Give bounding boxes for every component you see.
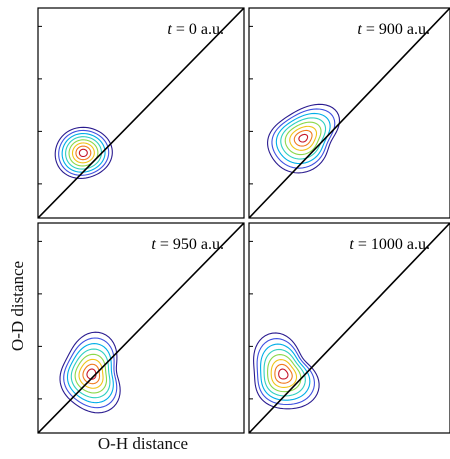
contour-level-8 [298, 133, 309, 143]
panel-2: t = 900 a.u. [248, 7, 450, 219]
diagonal-line [249, 8, 450, 218]
contours [267, 103, 341, 174]
contour-level-4 [263, 348, 306, 397]
time-variable: t [349, 236, 354, 253]
diagonal-line [38, 8, 244, 218]
contours [54, 126, 113, 179]
contour-level-6 [71, 142, 95, 164]
contour-level-5 [267, 354, 302, 393]
contour-level-4 [65, 136, 103, 170]
contour-level-2 [58, 129, 110, 176]
contour-level-8 [278, 368, 289, 380]
contour-level-4 [70, 348, 111, 399]
contour-level-3 [260, 343, 311, 401]
contour-level-2 [271, 108, 336, 169]
contour-level-8 [86, 368, 97, 380]
contour-level-2 [256, 338, 315, 406]
contours [253, 332, 320, 410]
contour-level-1 [267, 103, 341, 174]
contour-level-6 [270, 359, 298, 388]
time-value: = 0 a.u. [172, 21, 224, 38]
contour-level-7 [75, 145, 92, 161]
contour-level-2 [63, 337, 118, 409]
contour-level-1 [59, 331, 121, 414]
time-value: = 1000 a.u. [354, 236, 430, 253]
contour-level-7 [274, 363, 293, 384]
time-label: t = 0 a.u. [167, 21, 224, 38]
time-variable: t [357, 21, 362, 38]
contour-level-4 [280, 117, 327, 160]
panel-frame [37, 222, 245, 434]
x-axis-label: O-H distance [97, 434, 189, 453]
contour-level-3 [66, 343, 114, 404]
contour-level-7 [293, 129, 313, 147]
time-value: = 950 a.u. [156, 236, 224, 253]
panel-3: t = 950 a.u. [37, 222, 245, 434]
diagonal-line [249, 223, 450, 433]
time-label: t = 1000 a.u. [349, 236, 430, 253]
contour-level-1 [54, 126, 113, 179]
panel-frame [248, 222, 450, 434]
time-label: t = 900 a.u. [357, 21, 430, 38]
contour-level-8 [78, 148, 88, 158]
contour-level-1 [253, 332, 320, 410]
contour-level-3 [61, 132, 106, 173]
contour-level-3 [275, 112, 331, 165]
panels: t = 0 a.u. t = 900 a.u.t = 950 a.u. t = 10… [37, 7, 450, 434]
y-axis-label-box: O-D distance [8, 216, 28, 396]
time-variable: t [151, 236, 156, 253]
contour-level-6 [78, 358, 104, 389]
contour-level-5 [284, 121, 322, 156]
contour-level-5 [74, 353, 108, 394]
time-label: t = 950 a.u. [151, 236, 224, 253]
time-value: = 900 a.u. [362, 21, 430, 38]
contour-level-7 [82, 363, 101, 385]
panel-1: t = 0 a.u. [37, 7, 245, 219]
panel-frame [37, 7, 245, 219]
diagonal-line [38, 223, 244, 433]
time-variable: t [167, 21, 172, 38]
y-axis-label: O-D distance [8, 260, 28, 352]
panel-4: t = 1000 a.u. [248, 222, 450, 434]
panel-frame [248, 7, 450, 219]
contour-level-6 [289, 125, 318, 151]
contours [59, 331, 121, 414]
